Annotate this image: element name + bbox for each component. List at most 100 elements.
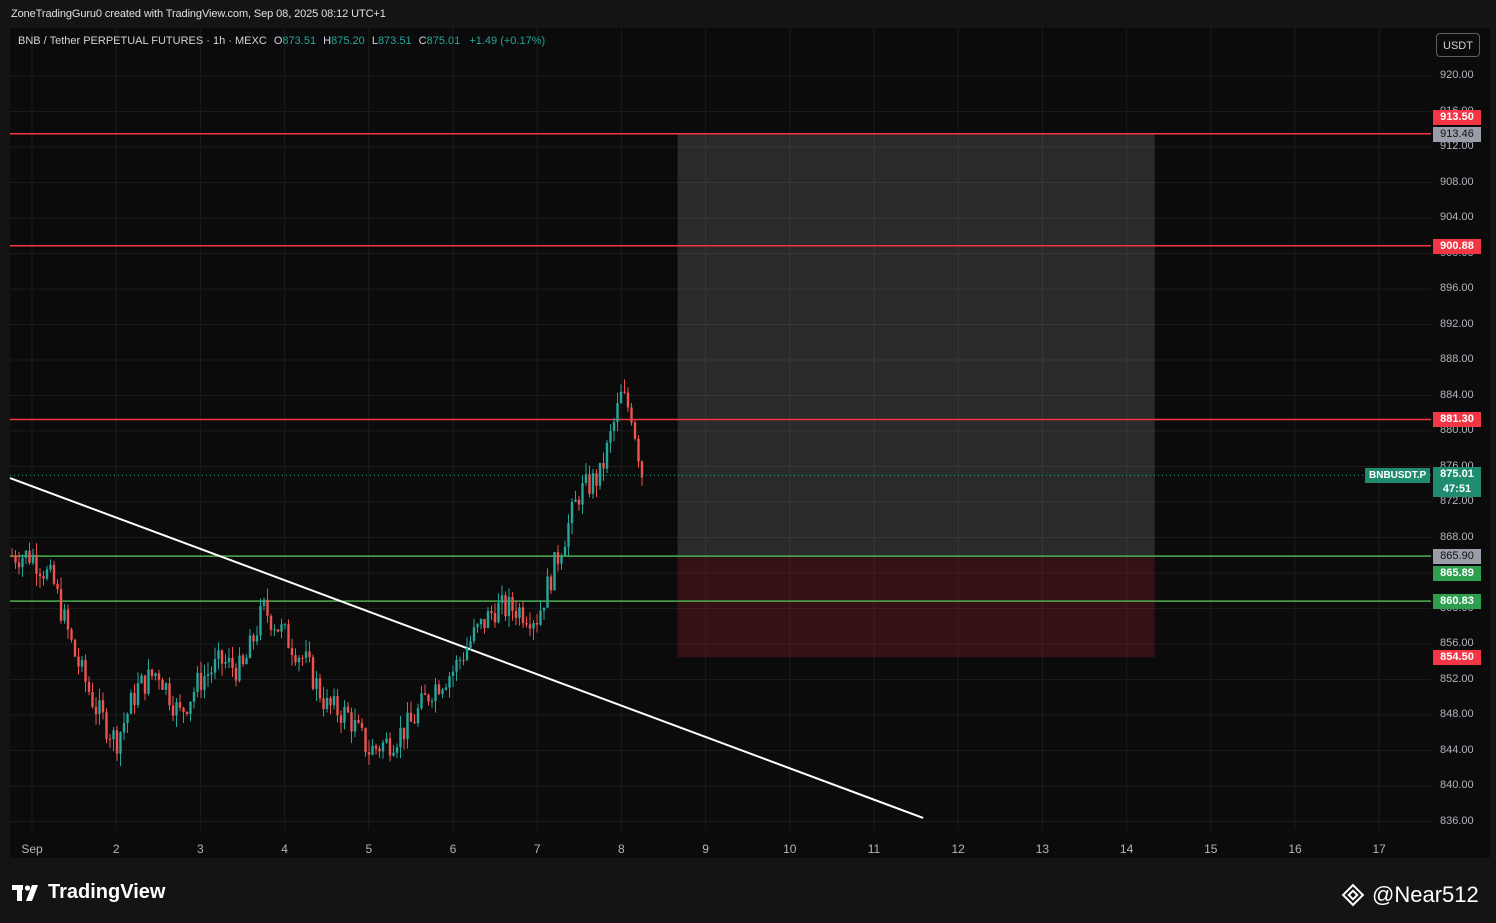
time-tick-label: 6	[449, 842, 457, 856]
candle-body-down	[52, 564, 56, 584]
candle-body-up	[192, 692, 196, 702]
candle-body-down	[378, 748, 381, 752]
legend-close-value: 875.01	[426, 35, 461, 47]
candle-body-up	[259, 605, 262, 636]
candle-body-up	[553, 552, 556, 591]
time-tick-label: 9	[702, 842, 709, 856]
candle-body-up	[441, 689, 444, 695]
price-label-854-50: 854.50	[1433, 650, 1481, 665]
candle-body-down	[108, 738, 112, 740]
candle-body-down	[640, 461, 644, 478]
candle-body-up	[567, 523, 570, 547]
time-tick-label: 8	[618, 842, 625, 856]
candle-body-down	[388, 738, 392, 756]
candle-body-up	[24, 550, 28, 558]
candle-body-up	[469, 641, 472, 649]
candle-body-up	[371, 745, 374, 755]
time-tick-label: 11	[867, 842, 881, 856]
candle-body-down	[364, 728, 367, 753]
candle-body-down	[14, 555, 17, 563]
candle-body-up	[542, 607, 546, 611]
candle-body-down	[66, 609, 70, 630]
candle-body-up	[136, 683, 140, 706]
candle-body-down	[402, 727, 406, 740]
candle-body-down	[339, 715, 343, 723]
price-tick-label: 880.00	[1440, 424, 1474, 436]
candle-body-up	[297, 657, 301, 663]
candle-body-down	[360, 722, 364, 729]
candle-body-down	[525, 622, 528, 625]
time-tick-label: 5	[365, 842, 373, 856]
candle-body-up	[434, 684, 437, 701]
candle-body-up	[518, 607, 521, 618]
candle-body-down	[588, 474, 591, 494]
candle-body-down	[413, 721, 416, 724]
candle-body-down	[133, 692, 136, 706]
candle-body-down	[301, 657, 304, 659]
candle-body-up	[563, 546, 567, 557]
candle-body-up	[325, 698, 329, 710]
candle-body-up	[591, 473, 595, 494]
candle-body-down	[115, 730, 119, 754]
time-tick-label: 17	[1372, 842, 1386, 856]
time-tick-label: 12	[951, 842, 965, 856]
candle-body-up	[248, 635, 252, 659]
price-tick-label: 904.00	[1440, 211, 1474, 223]
candle-body-down	[287, 624, 290, 648]
candle-body-up	[399, 727, 402, 748]
candle-body-down	[84, 659, 87, 682]
candle-body-down	[231, 657, 234, 668]
time-tick-label: 2	[112, 842, 120, 856]
candle-body-up	[189, 701, 192, 714]
chart-pane[interactable]	[10, 28, 1431, 858]
candle-body-down	[623, 391, 626, 393]
candle-body-down	[423, 693, 427, 695]
currency-button[interactable]: USDT	[1436, 33, 1480, 57]
chart-header: ZoneTradingGuru0 created with TradingVie…	[0, 0, 1496, 28]
price-tick-label: 888.00	[1440, 353, 1474, 365]
candle-body-down	[269, 615, 273, 630]
tradingview-icon	[12, 884, 38, 901]
candle-body-down	[336, 696, 339, 716]
bar-countdown: 47:51	[1442, 483, 1472, 495]
position-target-zone	[677, 133, 1155, 557]
candle-body-up	[217, 650, 220, 660]
tradingview-logo[interactable]: TradingView	[12, 881, 165, 904]
candle-body-down	[157, 673, 161, 680]
candle-body-up	[619, 391, 623, 404]
candle-body-down	[514, 610, 518, 618]
candle-body-up	[315, 678, 318, 689]
candle-body-down	[350, 712, 353, 732]
candle-body-down	[199, 672, 203, 690]
candle-body-down	[595, 473, 598, 486]
candle-body-up	[609, 431, 612, 443]
candle-body-up	[584, 474, 588, 484]
candle-body-up	[122, 723, 126, 733]
candle-body-down	[28, 550, 31, 563]
price-tick-label: 844.00	[1440, 743, 1474, 756]
candle-body-up	[472, 627, 476, 642]
price-axis[interactable]	[1431, 28, 1490, 858]
candle-body-down	[577, 499, 581, 505]
candle-body-up	[147, 669, 150, 694]
candle-body-down	[10, 555, 14, 557]
footer	[0, 868, 1496, 923]
candle-body-down	[168, 683, 171, 706]
candle-body-down	[276, 629, 280, 632]
candle-body-down	[234, 667, 238, 681]
candle-body-down	[346, 706, 350, 713]
candle-body-down	[241, 655, 245, 665]
candle-body-down	[56, 583, 59, 590]
candle-body-up	[612, 421, 616, 432]
time-tick-label: 13	[1035, 842, 1050, 856]
candle-body-down	[311, 657, 315, 689]
candle-body-down	[637, 438, 640, 462]
candle-body-up	[332, 696, 336, 706]
legend-low-value: 873.51	[377, 35, 412, 47]
candle-body-up	[45, 569, 49, 579]
price-label-913-50: 913.50	[1433, 110, 1481, 125]
grid-lines	[10, 28, 1431, 830]
time-tick-label: 14	[1119, 842, 1134, 856]
candle-body-up	[430, 700, 434, 702]
